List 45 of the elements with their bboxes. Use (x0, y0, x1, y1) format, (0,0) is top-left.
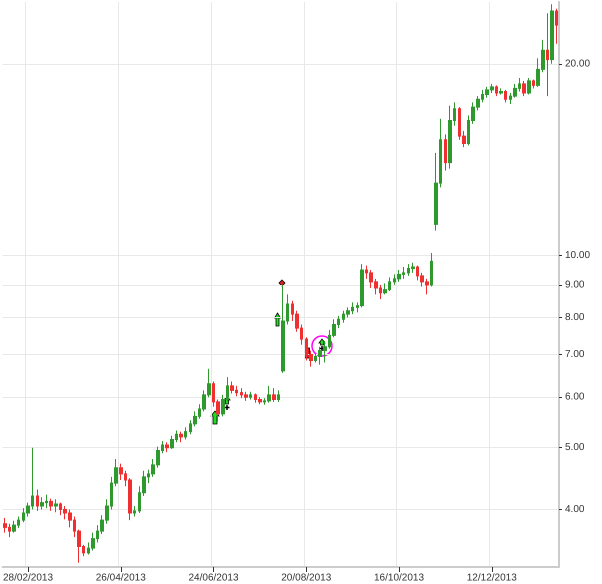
candlestick (495, 84, 498, 97)
candlestick (258, 396, 262, 405)
y-tick-label: 4.00 (565, 504, 585, 515)
x-tick-label: 16/10/2013 (374, 572, 424, 584)
candlestick (499, 88, 503, 96)
candlestick (12, 520, 16, 534)
candlestick (527, 78, 531, 96)
candlestick (3, 517, 7, 534)
y-tick-label: 9.00 (565, 279, 585, 290)
y-tick-label: 20.00 (565, 58, 590, 70)
candlestick (550, 4, 554, 64)
candlestick (411, 262, 415, 274)
x-tick-label: 12/12/2013 (466, 572, 518, 584)
candlestick (277, 390, 280, 402)
candlestick (40, 496, 44, 510)
candlestick (546, 12, 549, 97)
y-tick-label: 6.00 (565, 392, 585, 403)
candlestick (397, 269, 401, 282)
candlestick (444, 134, 447, 172)
candlestick (54, 498, 58, 513)
x-tick-label: 26/04/2013 (96, 572, 146, 584)
candlestick (184, 426, 187, 440)
candlestick (249, 391, 252, 400)
x-tick-label: 28/02/2013 (2, 572, 54, 584)
y-tick-label: 8.00 (565, 312, 585, 324)
candlestick (555, 8, 558, 44)
x-tick-label: 24/06/2013 (188, 572, 239, 584)
candlestick (272, 388, 276, 402)
candlestick (532, 78, 535, 89)
candlestick (36, 488, 39, 512)
y-tick-label: 7.00 (565, 349, 585, 360)
candlestick (133, 506, 136, 518)
candlestick (522, 80, 526, 97)
candlestick (179, 431, 183, 443)
candlestick (165, 442, 169, 453)
candlestick (267, 385, 271, 404)
candlestick (244, 391, 248, 402)
candlestick (230, 381, 234, 394)
y-tick-label: 10.00 (565, 250, 590, 262)
candlestick (504, 89, 507, 103)
candlestick (448, 105, 452, 170)
x-tick-label: 20/08/2013 (281, 572, 332, 584)
candlestick (430, 252, 433, 287)
y-tick-label: 5.00 (565, 442, 585, 454)
candlestick (49, 498, 53, 512)
